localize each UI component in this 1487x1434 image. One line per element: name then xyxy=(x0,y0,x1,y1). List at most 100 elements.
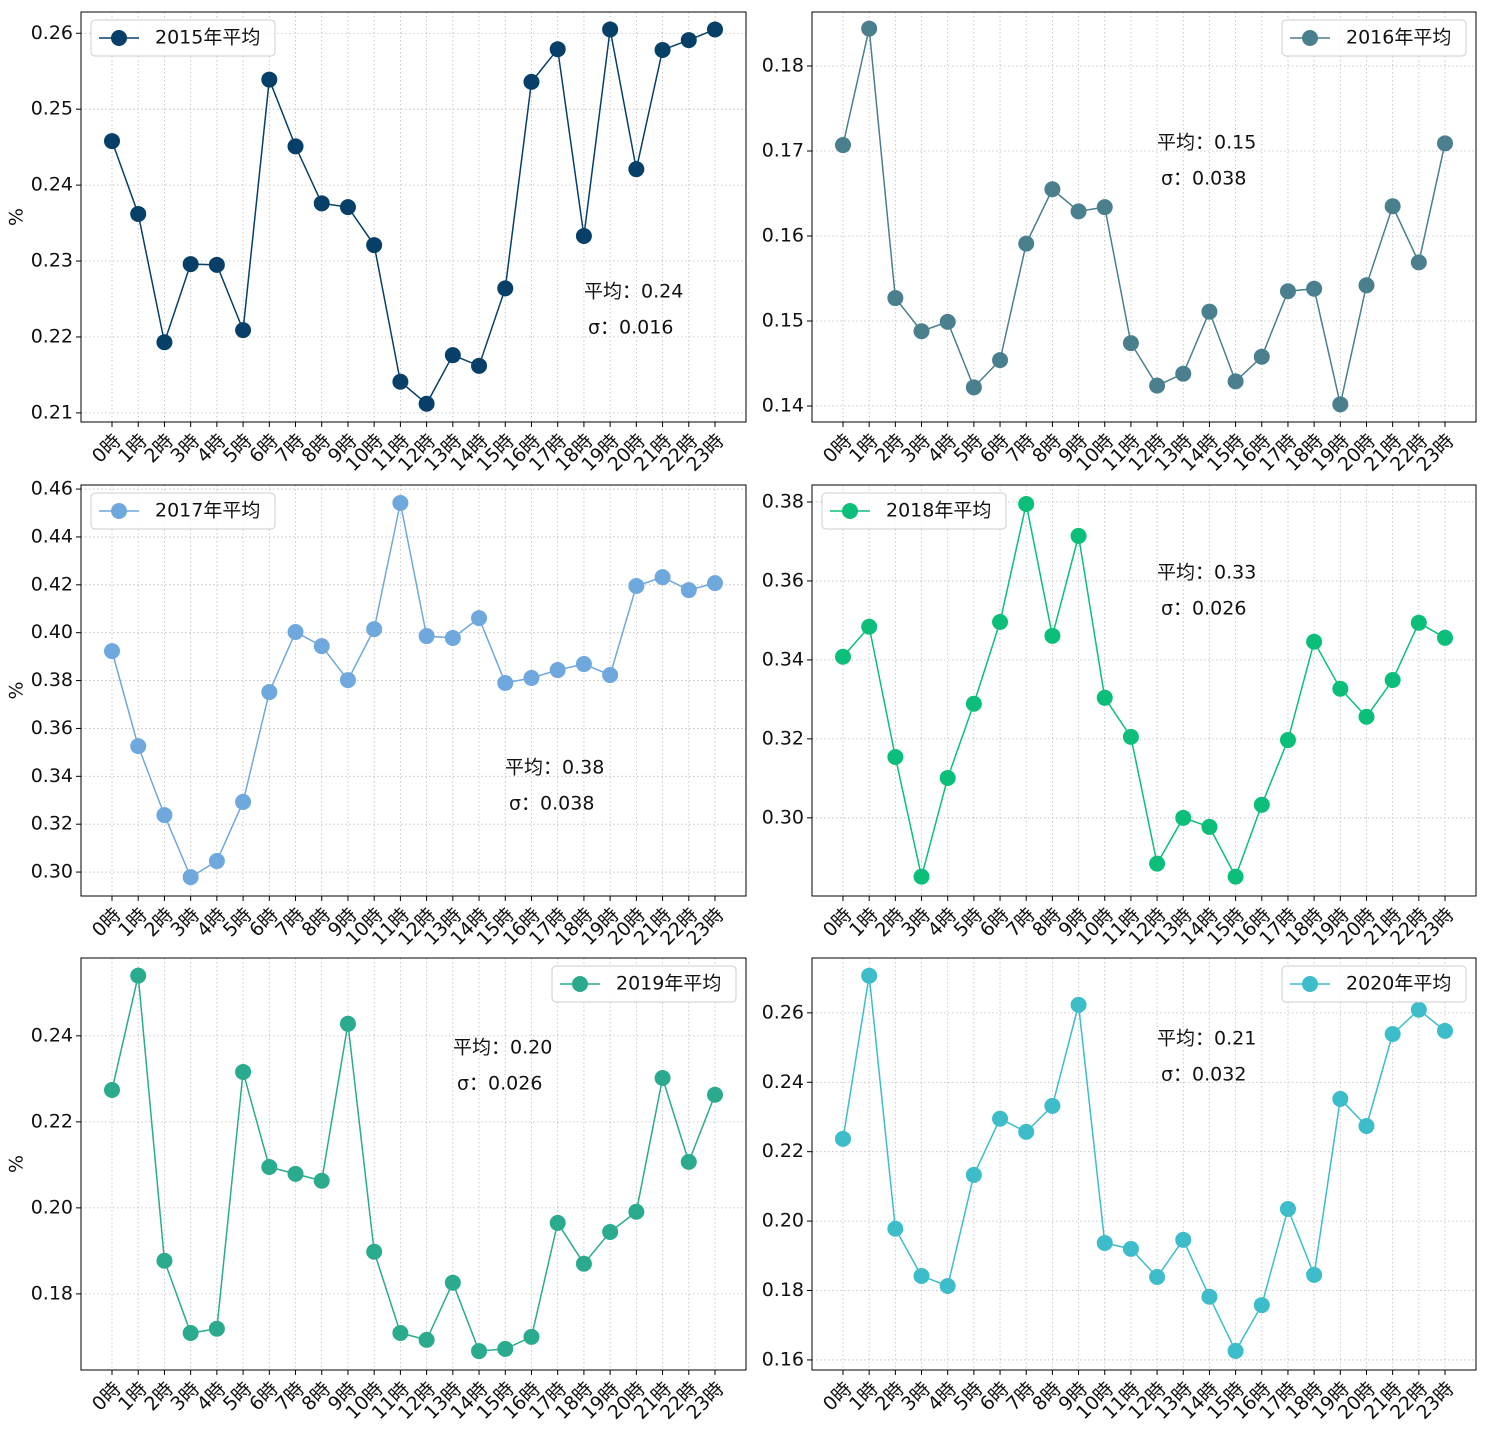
annotation: 平均：0.38 xyxy=(505,757,604,779)
data-point xyxy=(1279,283,1296,300)
y-tick-label: 0.30 xyxy=(31,861,73,883)
data-point xyxy=(208,1320,225,1337)
data-point xyxy=(1122,335,1139,352)
annotation: σ：0.038 xyxy=(1161,168,1246,190)
y-tick-label: 0.36 xyxy=(762,569,804,591)
data-point xyxy=(1253,796,1270,813)
data-point xyxy=(913,868,930,885)
data-point xyxy=(680,32,697,49)
data-point xyxy=(1122,728,1139,745)
annotation: σ：0.038 xyxy=(509,793,594,815)
legend-marker xyxy=(572,976,588,992)
data-point xyxy=(366,621,383,638)
data-point xyxy=(1437,1022,1453,1039)
data-point xyxy=(1201,1288,1218,1305)
legend-label: 2017年平均 xyxy=(155,500,260,522)
data-point xyxy=(287,623,304,640)
axes-frame xyxy=(80,11,747,423)
data-point xyxy=(575,1255,592,1272)
y-tick-label: 0.20 xyxy=(762,1210,804,1232)
data-point xyxy=(1384,672,1401,689)
data-point xyxy=(1279,1200,1296,1217)
y-tick-label: 0.26 xyxy=(31,22,73,44)
data-point xyxy=(861,20,878,37)
data-point xyxy=(992,614,1009,630)
legend-box xyxy=(821,492,1007,530)
data-point xyxy=(835,137,851,154)
data-point xyxy=(1044,1097,1061,1114)
data-point xyxy=(992,352,1009,369)
y-tick-label: 0.18 xyxy=(762,54,804,76)
annotation: 平均：0.21 xyxy=(1157,1028,1256,1050)
legend-marker xyxy=(842,503,858,519)
data-point xyxy=(1227,1342,1244,1359)
data-point xyxy=(130,205,147,222)
data-point xyxy=(1358,277,1375,294)
data-point xyxy=(1044,627,1061,644)
data-point xyxy=(1070,203,1087,220)
data-point xyxy=(497,674,514,691)
data-point xyxy=(602,667,619,684)
y-axis-label: % xyxy=(6,208,28,226)
data-point xyxy=(182,869,199,886)
data-point xyxy=(992,1110,1009,1127)
data-point xyxy=(1358,1117,1375,1134)
data-point xyxy=(471,1343,488,1360)
y-tick-label: 0.18 xyxy=(762,1279,804,1301)
data-point xyxy=(444,347,461,364)
y-tick-label: 0.15 xyxy=(762,310,804,332)
y-tick-label: 0.16 xyxy=(762,224,804,246)
legend-marker xyxy=(1302,30,1318,46)
data-point xyxy=(1306,280,1323,297)
data-point xyxy=(1096,199,1113,216)
data-point xyxy=(1227,868,1244,885)
series-line xyxy=(842,503,1446,879)
data-point xyxy=(471,357,488,374)
data-point xyxy=(887,1220,904,1237)
data-point xyxy=(339,199,356,216)
data-point xyxy=(1122,1240,1139,1257)
data-point xyxy=(939,769,956,786)
legend-marker xyxy=(1302,976,1318,992)
axes-frame xyxy=(80,484,747,897)
data-point xyxy=(261,684,278,701)
data-point xyxy=(471,610,488,627)
series-line xyxy=(842,975,1446,1353)
data-point xyxy=(1149,855,1166,872)
data-point xyxy=(1437,135,1453,152)
data-point xyxy=(549,1214,566,1231)
legend-box xyxy=(1281,965,1467,1003)
data-point xyxy=(861,967,878,984)
data-point xyxy=(392,373,409,390)
data-point xyxy=(287,138,304,155)
y-tick-label: 0.30 xyxy=(762,806,804,828)
legend-label: 2020年平均 xyxy=(1346,973,1451,995)
y-axis-label: % xyxy=(6,1155,28,1173)
legend-label: 2019年平均 xyxy=(616,973,721,995)
y-tick-label: 0.18 xyxy=(31,1282,73,1304)
y-tick-label: 0.34 xyxy=(762,648,804,670)
annotation: 平均：0.24 xyxy=(584,281,683,303)
data-point xyxy=(549,41,566,58)
subplot: 0.300.320.340.360.380時1時2時3時4時5時6時7時8時9時… xyxy=(762,484,1477,950)
data-point xyxy=(913,1267,930,1284)
series-line xyxy=(111,975,716,1352)
subplot: 0.180.200.220.240時1時2時3時4時5時6時7時8時9時10時1… xyxy=(6,957,747,1424)
data-point xyxy=(939,313,956,330)
data-point xyxy=(1437,629,1453,646)
legend-label: 2015年平均 xyxy=(155,27,260,49)
data-point xyxy=(654,41,671,58)
data-point xyxy=(313,1172,330,1189)
annotation: σ：0.026 xyxy=(457,1073,542,1095)
data-point xyxy=(1253,1297,1270,1314)
data-point xyxy=(1279,732,1296,749)
data-point xyxy=(1358,708,1375,725)
y-tick-label: 0.32 xyxy=(762,727,804,749)
y-tick-label: 0.22 xyxy=(31,1110,73,1132)
y-tick-label: 0.24 xyxy=(762,1071,804,1093)
axes-frame xyxy=(811,484,1477,897)
y-tick-label: 0.38 xyxy=(31,669,73,691)
data-point xyxy=(1410,614,1427,631)
y-tick-label: 0.24 xyxy=(31,174,73,196)
data-point xyxy=(130,967,147,984)
